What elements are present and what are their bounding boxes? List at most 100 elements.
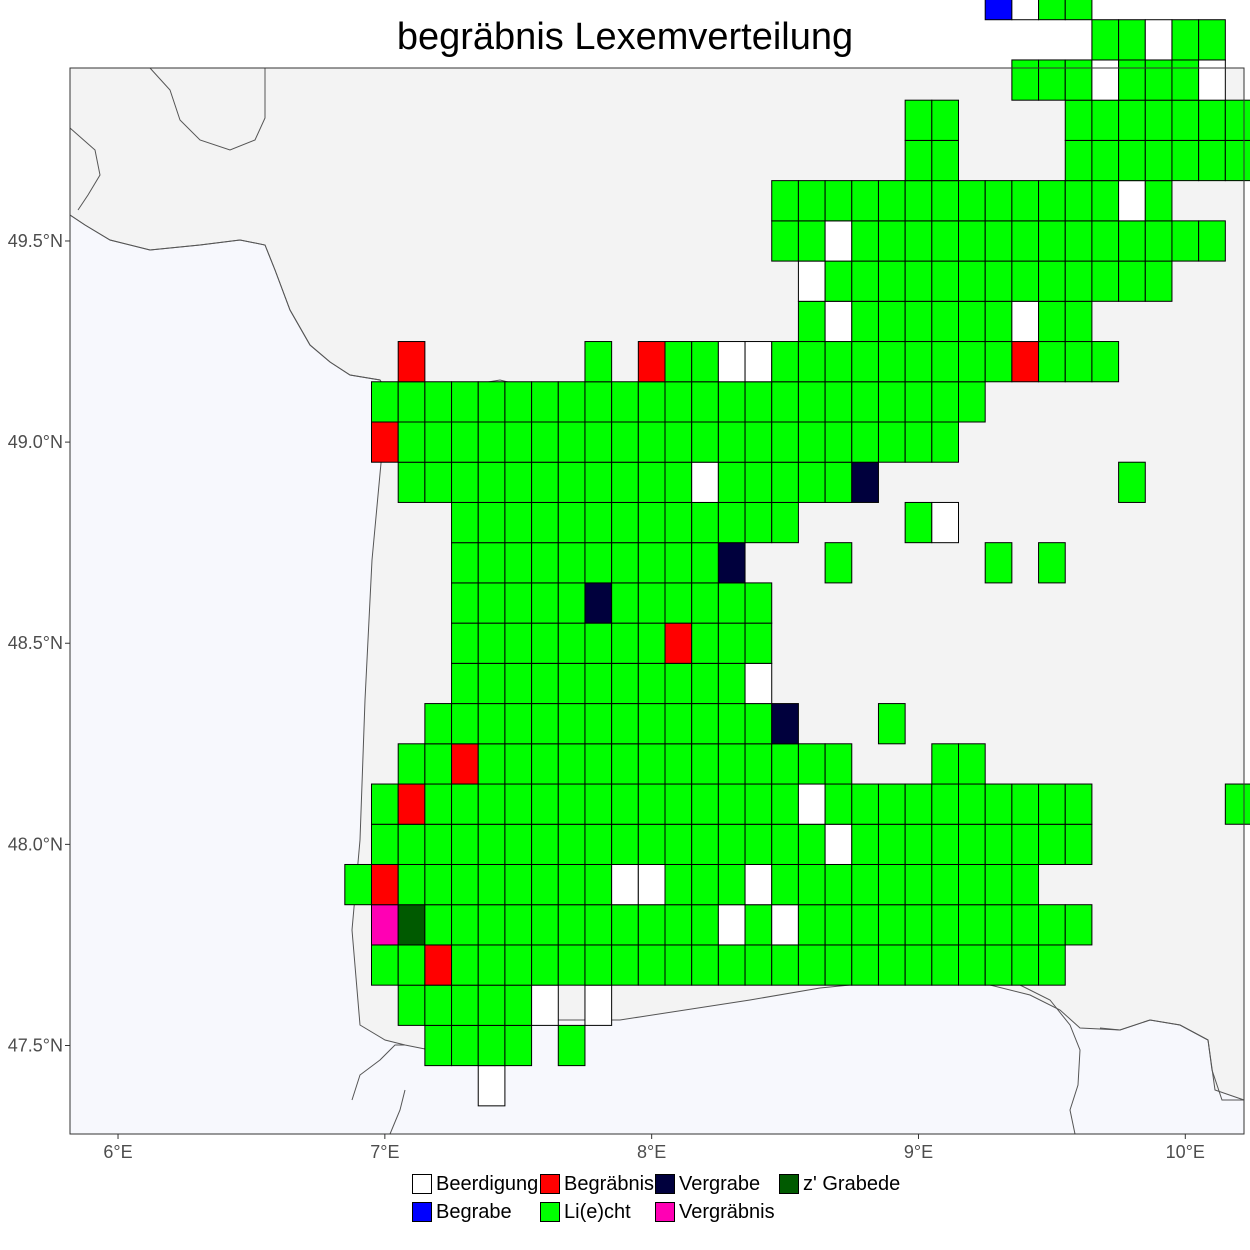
grid-cell-li-e-cht bbox=[771, 220, 799, 262]
grid-cell-li-e-cht bbox=[611, 743, 639, 785]
grid-cell-li-e-cht bbox=[1038, 341, 1066, 383]
grid-cell-li-e-cht bbox=[851, 220, 879, 262]
grid-cell-li-e-cht bbox=[744, 501, 773, 544]
grid-cell-li-e-cht bbox=[931, 904, 960, 946]
grid-cell-li-e-cht bbox=[1064, 180, 1093, 222]
grid-cell-li-e-cht bbox=[744, 783, 773, 825]
grid-cell-li-e-cht bbox=[477, 662, 506, 705]
grid-cell-li-e-cht bbox=[904, 180, 933, 222]
grid-cell-li-e-cht bbox=[877, 823, 906, 865]
grid-cell-li-e-cht bbox=[504, 381, 533, 423]
grid-cell-begräbnis bbox=[371, 421, 399, 463]
grid-cell-li-e-cht bbox=[504, 944, 533, 986]
grid-cell-li-e-cht bbox=[771, 501, 799, 544]
grid-cell-li-e-cht bbox=[584, 421, 613, 463]
grid-cell-begräbnis bbox=[664, 622, 693, 664]
grid-cell-li-e-cht bbox=[611, 542, 639, 584]
grid-cell-li-e-cht bbox=[824, 743, 853, 785]
grid-cell-li-e-cht bbox=[477, 944, 506, 986]
grid-cell-li-e-cht bbox=[904, 341, 933, 383]
grid-cell-li-e-cht bbox=[504, 783, 533, 825]
grid-cell-li-e-cht bbox=[1198, 220, 1226, 262]
grid-cell-beerdigung bbox=[637, 863, 666, 906]
grid-cell-li-e-cht bbox=[557, 542, 586, 584]
grid-cell-li-e-cht bbox=[1144, 139, 1173, 182]
grid-cell-li-e-cht bbox=[1038, 300, 1066, 343]
grid-cell-li-e-cht bbox=[797, 743, 826, 785]
grid-cell-li-e-cht bbox=[557, 944, 586, 986]
grid-cell-li-e-cht bbox=[1118, 260, 1146, 302]
grid-cell-li-e-cht bbox=[504, 743, 533, 785]
grid-cell-li-e-cht bbox=[397, 381, 426, 423]
grid-cell-li-e-cht bbox=[584, 944, 613, 986]
y-tick-label: 49.5°N bbox=[8, 231, 63, 251]
grid-cell-beerdigung bbox=[744, 662, 773, 705]
grid-cell-li-e-cht bbox=[637, 542, 666, 584]
grid-cell-li-e-cht bbox=[477, 703, 506, 745]
grid-cell-li-e-cht bbox=[451, 582, 479, 624]
grid-cell-li-e-cht bbox=[477, 501, 506, 544]
grid-cell-li-e-cht bbox=[717, 381, 746, 423]
grid-cell-li-e-cht bbox=[851, 944, 879, 986]
grid-cell-li-e-cht bbox=[611, 421, 639, 463]
grid-cell-li-e-cht bbox=[397, 823, 426, 865]
legend-swatch bbox=[412, 1174, 432, 1194]
grid-cell-beerdigung bbox=[931, 501, 960, 544]
grid-cell-li-e-cht bbox=[931, 863, 960, 906]
grid-cell-li-e-cht bbox=[824, 180, 853, 222]
grid-cell-li-e-cht bbox=[451, 421, 479, 463]
grid-cell-li-e-cht bbox=[1118, 220, 1146, 262]
grid-cell-li-e-cht bbox=[424, 863, 453, 906]
grid-cell-li-e-cht bbox=[984, 180, 1013, 222]
grid-cell-li-e-cht bbox=[637, 944, 666, 986]
grid-cell-li-e-cht bbox=[477, 743, 506, 785]
grid-cell-li-e-cht bbox=[557, 662, 586, 705]
y-tick-label: 48.0°N bbox=[8, 834, 63, 854]
grid-cell-li-e-cht bbox=[664, 542, 693, 584]
grid-cell-li-e-cht bbox=[744, 461, 773, 503]
grid-cell-li-e-cht bbox=[584, 743, 613, 785]
grid-cell-li-e-cht bbox=[1038, 260, 1066, 302]
grid-cell-li-e-cht bbox=[584, 662, 613, 705]
grid-cell-beerdigung bbox=[824, 823, 853, 865]
legend-swatch bbox=[655, 1202, 675, 1222]
grid-cell-li-e-cht bbox=[771, 341, 799, 383]
grid-cell-li-e-cht bbox=[611, 461, 639, 503]
grid-cell-beerdigung bbox=[744, 863, 773, 906]
x-tick-label: 7°E bbox=[370, 1142, 399, 1162]
grid-cell-li-e-cht bbox=[984, 944, 1013, 986]
grid-cell-li-e-cht bbox=[531, 381, 559, 423]
grid-cell-li-e-cht bbox=[557, 904, 586, 946]
grid-cell-li-e-cht bbox=[504, 421, 533, 463]
grid-cell-li-e-cht bbox=[424, 421, 453, 463]
grid-cell-li-e-cht bbox=[717, 823, 746, 865]
grid-cell-li-e-cht bbox=[1011, 904, 1040, 946]
grid-cell-li-e-cht bbox=[717, 461, 746, 503]
grid-cell-li-e-cht bbox=[557, 582, 586, 624]
grid-cell-li-e-cht bbox=[611, 904, 639, 946]
grid-cell-li-e-cht bbox=[1091, 341, 1120, 383]
grid-cell-li-e-cht bbox=[1198, 99, 1226, 141]
grid-cell-li-e-cht bbox=[904, 260, 933, 302]
grid-cell-li-e-cht bbox=[851, 904, 879, 946]
grid-cell-li-e-cht bbox=[451, 863, 479, 906]
grid-cell-li-e-cht bbox=[611, 582, 639, 624]
grid-cell-beerdigung bbox=[824, 220, 853, 262]
grid-cell-li-e-cht bbox=[1171, 139, 1200, 182]
grid-cell-li-e-cht bbox=[477, 984, 506, 1026]
x-tick-label: 8°E bbox=[637, 1142, 666, 1162]
grid-cell-li-e-cht bbox=[451, 944, 479, 986]
grid-cell-beerdigung bbox=[691, 461, 719, 503]
grid-cell-li-e-cht bbox=[931, 139, 960, 182]
grid-cell-li-e-cht bbox=[851, 381, 879, 423]
grid-cell-li-e-cht bbox=[717, 944, 746, 986]
grid-cell-li-e-cht bbox=[744, 381, 773, 423]
grid-cell-li-e-cht bbox=[851, 180, 879, 222]
grid-cell-li-e-cht bbox=[691, 542, 719, 584]
grid-cells bbox=[344, 0, 1250, 1107]
grid-cell-li-e-cht bbox=[691, 823, 719, 865]
grid-cell-li-e-cht bbox=[1038, 0, 1066, 21]
grid-cell-li-e-cht bbox=[877, 421, 906, 463]
grid-cell-li-e-cht bbox=[397, 461, 426, 503]
